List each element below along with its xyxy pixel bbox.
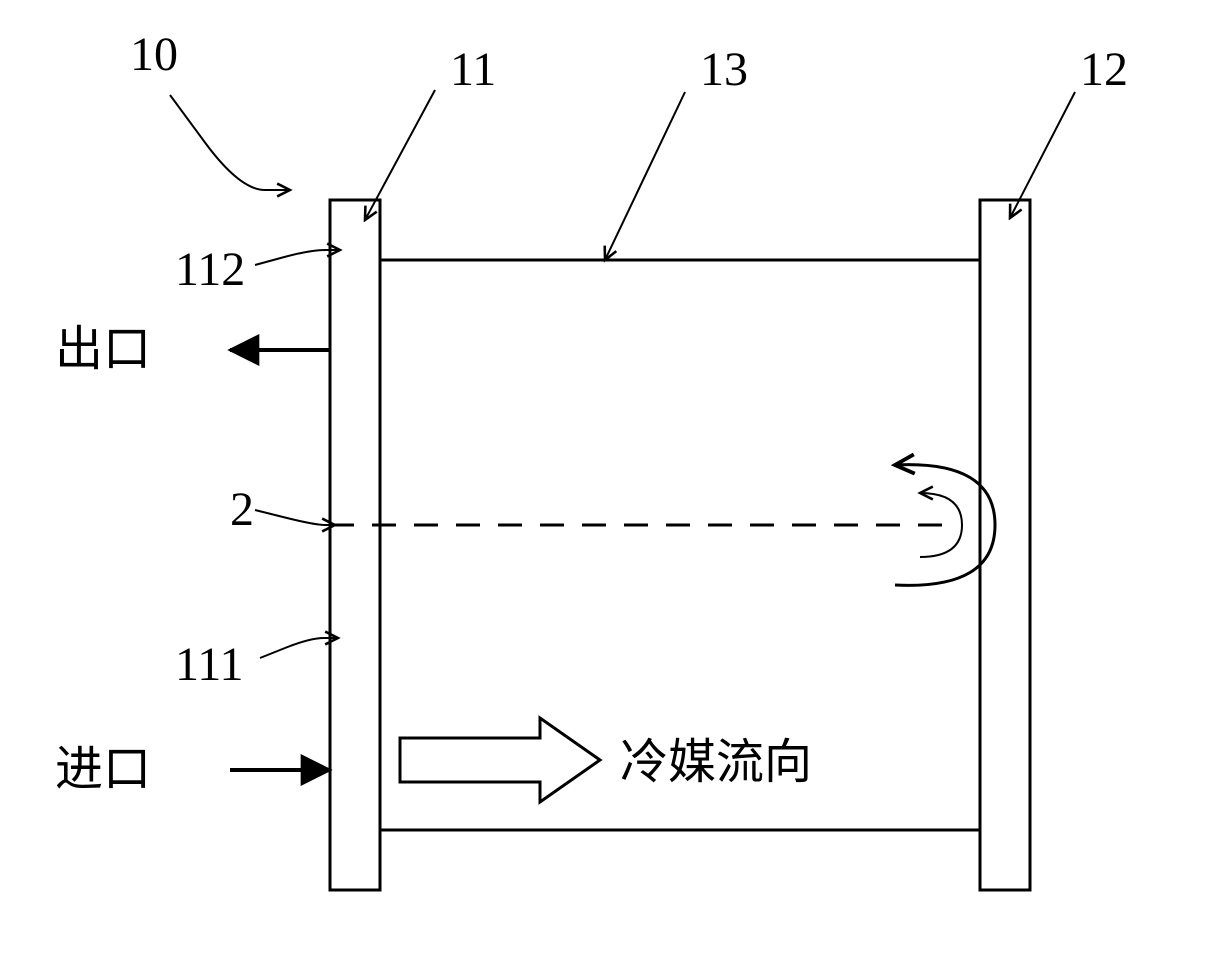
ref-13-leader — [605, 92, 685, 260]
ref-111: 111 — [175, 638, 338, 691]
ref-2-leader — [255, 510, 335, 525]
ref-12-number: 12 — [1080, 43, 1128, 96]
label-inlet: 进口 — [55, 743, 151, 796]
ref-10-number: 10 — [130, 28, 178, 81]
ref-112-leader — [255, 250, 340, 265]
ref-11-number: 11 — [450, 43, 496, 96]
left-header — [330, 200, 380, 890]
right-header — [980, 200, 1030, 890]
ref-13-number: 13 — [700, 43, 748, 96]
ref-112-number: 112 — [175, 243, 245, 296]
ref-12: 12 — [1010, 43, 1128, 218]
ref-11: 11 — [365, 43, 496, 220]
ref-13: 13 — [605, 43, 748, 260]
ref-10-leader — [170, 95, 290, 190]
ref-111-leader — [260, 638, 338, 658]
flow-arrows — [230, 350, 995, 802]
ref-10: 10 — [130, 28, 290, 190]
labels: 出口进口 冷媒流向 — [55, 323, 812, 796]
reference-callouts: 10 11 13 12 112 2 111 — [130, 28, 1128, 691]
label-flow: 冷媒流向 — [620, 736, 812, 789]
refrigerant-flow-arrow — [400, 718, 600, 802]
ref-11-leader — [365, 90, 435, 220]
ref-112: 112 — [175, 243, 340, 296]
label-outlet: 出口 — [55, 323, 151, 376]
ref-2: 2 — [230, 483, 335, 536]
ref-111-number: 111 — [175, 638, 243, 691]
ref-12-leader — [1010, 92, 1075, 218]
ref-2-number: 2 — [230, 483, 254, 536]
